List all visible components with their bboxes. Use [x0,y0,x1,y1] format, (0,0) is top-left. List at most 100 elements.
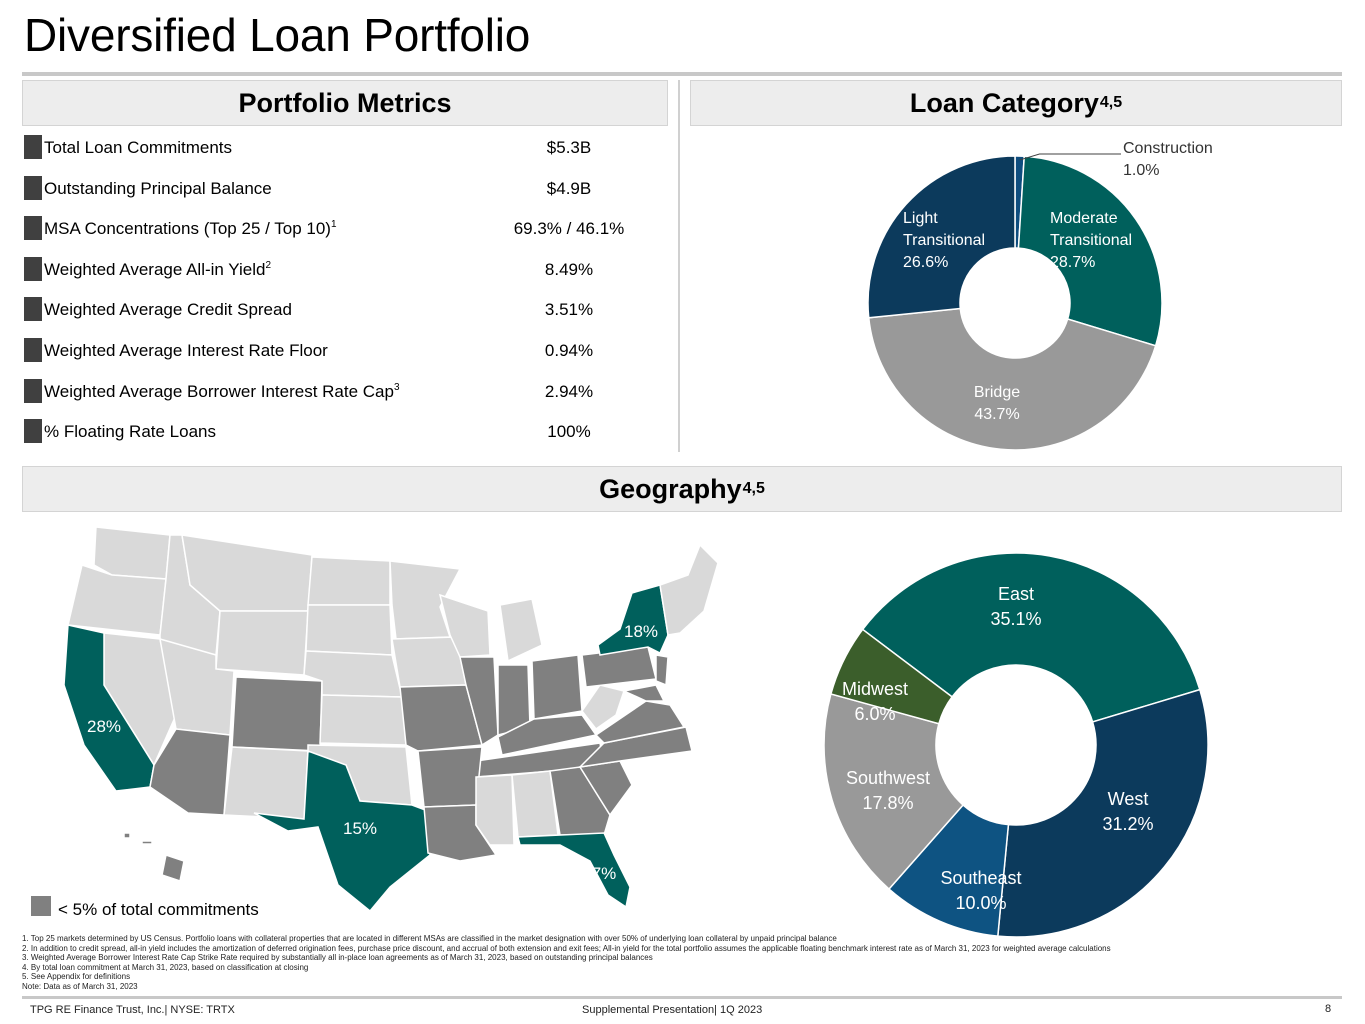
metric-footnote-ref: 1 [330,219,337,231]
page-number: 8 [1325,1003,1332,1015]
metric-label-text: Total Loan Commitments [44,138,233,157]
metric-label: Weighted Average Borrower Interest Rate … [44,382,400,402]
metric-row: % Floating Rate Loans 100% [24,419,664,445]
footnote-line: 5. See Appendix for definitions [22,972,131,981]
footer-company: TPG RE Finance Trust, Inc.| NYSE: TRTX [30,1004,235,1016]
metric-label-text: Weighted Average Interest Rate Floor [44,341,328,360]
state-north-dakota [307,556,391,606]
footnotes: 1. Top 25 markets determined by US Censu… [22,934,1111,991]
legend-text-minor: < 5% of total commitments [58,900,259,919]
label-moderate-pct: 28.7% [1050,254,1095,271]
label-bridge-pct: 43.7% [974,406,1019,423]
state-washington [93,526,171,580]
footnote-line: 1. Top 25 markets determined by US Censu… [22,934,837,943]
state-illinois [459,656,499,747]
map-label-texas: 15% [343,819,377,838]
state-new-england [659,543,719,636]
label-construction-pct: 1.0% [1123,162,1159,179]
metric-value: 3.51% [544,300,594,320]
metric-row: Outstanding Principal Balance $4.9B [24,175,664,202]
metric-value: $4.9B [546,178,592,198]
metric-row: Total Loan Commitments $5.3B [24,135,664,161]
state-kentucky [497,714,598,756]
metric-label-text: Weighted Average Credit Spread [44,300,292,320]
geography-header: Geography 4,5 [22,466,1342,512]
state-mississippi [475,774,515,846]
geography-donut-chart: East 35.1% West 31.2% Southeast 10.0% Southwes… [823,552,1209,938]
map-label-california: 28% [87,717,121,736]
state-pennsylvania [581,646,657,688]
state-florida [517,832,631,909]
state-georgia [549,766,611,836]
title-divider [22,72,1342,76]
metric-row: MSA Concentrations (Top 25 / Top 10)1 69.… [24,216,664,242]
label-southwest-pct: 17.8% [862,793,913,813]
metric-bullet [24,338,42,362]
metric-label-text: Weighted Average Borrower Interest Rate … [44,381,394,401]
state-michigan [499,598,543,663]
loan-category-header: Loan Category 4,5 [690,80,1342,126]
label-moderate-name-1: Moderate [1050,210,1118,227]
metric-label: MSA Concentrations (Top 25 / Top 10)1 [44,219,337,239]
metric-bullet [24,419,42,444]
construction-leader-line [1019,153,1121,161]
state-arkansas [417,746,483,808]
donut-slice-bridge [867,307,1157,451]
metric-label: Weighted Average All-in Yield2 [44,260,271,280]
state-wyoming [215,610,309,676]
metric-label-text: MSA Concentrations (Top 25 / Top 10) [44,219,331,239]
label-bridge-name: Bridge [974,384,1020,401]
metric-value: 0.94% [544,341,594,360]
metric-label-text: Weighted Average All-in Yield [44,259,266,279]
footnote-line: 2. In addition to credit spread, all-in … [22,943,1111,953]
state-virginia [594,700,686,744]
metric-value: 100% [547,422,591,442]
metric-footnote-ref: 3 [393,381,400,393]
state-new-mexico [223,746,309,820]
metric-label-text: % Floating Rate Loans [44,422,216,442]
footer-divider [22,996,1342,999]
label-light-name-1: Light [903,210,938,227]
label-midwest-name: Midwest [842,679,908,699]
donut-slice-midwest [829,628,954,725]
label-southeast-pct: 10.0% [955,893,1006,913]
geography-footnote-ref: 4,5 [742,480,765,497]
label-southeast-name: Southeast [940,868,1021,888]
legend-swatch-minor [31,896,51,916]
loan-category-donut-chart: Construction 1.0% Moderate Transitional 28.7… [867,140,1213,451]
donut-slice-east [861,552,1201,723]
footnote-line: 3. Weighted Average Borrower Interest Ra… [22,953,653,962]
geography-title: Geography [599,473,742,504]
label-southwest-name: Southwest [846,768,930,788]
metric-bullet [24,175,42,200]
portfolio-metrics-header: Portfolio Metrics [22,80,668,126]
metric-label: Total Loan Commitments [44,138,232,158]
metric-row: Weighted Average All-in Yield2 8.49% [24,256,664,283]
portfolio-metrics-title: Portfolio Metrics [238,87,452,118]
label-west-pct: 31.2% [1102,814,1153,834]
donut-slice-southwest [823,693,965,891]
metric-value: 69.3% / 46.1% [513,219,625,239]
metric-row: Weighted Average Credit Spread 3.51% [24,297,664,323]
state-texas [253,749,431,913]
label-light-pct: 26.6% [903,254,948,271]
metric-value: 8.49% [544,259,594,279]
loan-category-title: Loan Category [909,87,1099,118]
state-hawaii [161,854,185,882]
map-label-new-york: 18% [624,622,658,641]
map-label-florida: 7% [592,864,617,883]
label-moderate-name-2: Transitional [1050,232,1132,249]
metric-label: Weighted Average Interest Rate Floor [44,341,328,361]
metric-bullet [24,216,42,241]
metric-bullet [24,297,42,322]
loan-category-footnote-ref: 4,5 [1099,94,1123,111]
metric-footnote-ref: 2 [265,259,272,271]
metric-bullet [24,256,42,281]
state-missouri [399,684,483,752]
label-midwest-pct: 6.0% [854,704,895,724]
metric-label: Outstanding Principal Balance [44,179,272,199]
label-east-pct: 35.1% [990,609,1041,629]
metric-row: Weighted Average Interest Rate Floor 0.94… [24,338,664,364]
hawaii-island-small-2 [141,840,153,845]
metric-label: % Floating Rate Loans [44,422,216,442]
